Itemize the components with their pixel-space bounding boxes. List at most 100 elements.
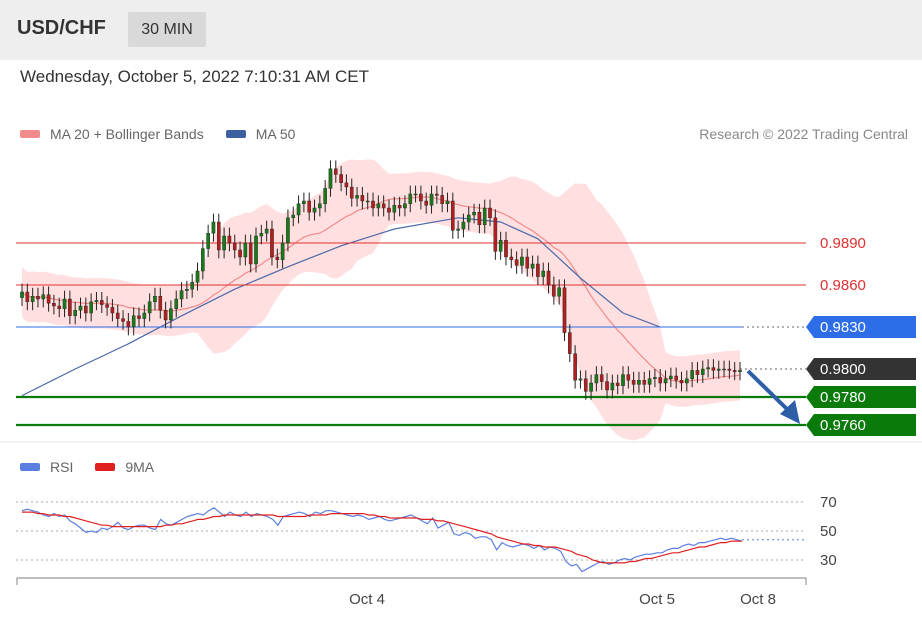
candle-body: [498, 239, 503, 252]
level-tag: [806, 316, 916, 338]
candle-body: [78, 305, 83, 311]
candle-body: [573, 353, 577, 381]
candle-body: [280, 242, 285, 260]
candle-body: [589, 382, 593, 392]
candle-body: [302, 200, 306, 204]
candle-body: [456, 228, 460, 231]
candle-body: [482, 207, 487, 225]
level-tag-label: 0.9800: [820, 361, 866, 378]
candle-body: [594, 374, 599, 384]
rsi-line: [21, 507, 743, 573]
candle-body: [727, 368, 732, 371]
candle-body: [179, 290, 184, 300]
timeframe-button[interactable]: 30 MIN: [128, 12, 206, 47]
bollinger-band: [22, 159, 740, 441]
candle-body: [89, 301, 93, 314]
candle-body: [110, 307, 115, 314]
candle-body: [658, 377, 663, 384]
chart-datetime: Wednesday, October 5, 2022 7:10:31 AM CE…: [20, 67, 370, 86]
candle-body: [20, 291, 24, 298]
candle-body: [286, 217, 290, 244]
candle-body: [376, 203, 381, 209]
candle-body: [599, 374, 604, 382]
candle-body: [169, 308, 173, 321]
candle-body: [222, 235, 226, 251]
ma9-line: [22, 511, 742, 564]
candle-body: [73, 310, 77, 317]
candle-body: [158, 296, 163, 311]
candle-body: [365, 200, 370, 203]
candle-body: [397, 204, 402, 209]
candle-body: [227, 235, 232, 244]
candle-body: [419, 193, 423, 202]
candle-body: [711, 367, 716, 371]
candle-body: [435, 193, 439, 196]
candle-body: [732, 370, 737, 372]
candle-body: [206, 232, 210, 249]
candle-body: [615, 382, 620, 386]
ma50-line: [21, 217, 661, 397]
candle-body: [211, 221, 216, 234]
header-bar: USD/CHF 30 MIN: [0, 0, 922, 61]
level-tag-label: 0.9760: [820, 417, 866, 434]
candle-body: [41, 294, 46, 300]
forecast-arrow-head: [780, 400, 800, 424]
ma50-swatch: [225, 130, 246, 138]
candle-body: [583, 378, 588, 392]
candle-body: [307, 200, 312, 213]
candle-body: [62, 298, 67, 310]
candle-body: [403, 203, 407, 209]
legend-item-rsi: RSI: [20, 459, 73, 475]
candle-body: [509, 256, 514, 260]
candle-body: [562, 287, 567, 333]
candle-body: [270, 228, 274, 258]
candle-body: [493, 217, 498, 252]
rsi-grid-label: 50: [820, 523, 837, 540]
candle-body: [700, 368, 705, 375]
candle-body: [381, 203, 386, 209]
candle-body: [722, 368, 726, 371]
x-tick-label: Oct 4: [349, 591, 385, 608]
candle-body: [296, 203, 301, 216]
candle-body: [626, 374, 631, 381]
level-tag: [806, 386, 916, 408]
candle-body: [115, 312, 120, 319]
candle-body: [536, 263, 540, 277]
legend-item-ma20: MA 20 + Bollinger Bands: [20, 126, 204, 142]
candle-body: [477, 211, 482, 225]
copyright-note: Research © 2022 Trading Central: [699, 126, 908, 142]
candle-body: [525, 256, 530, 269]
candle-body: [333, 168, 338, 175]
candle-body: [413, 193, 418, 196]
candle-body: [259, 232, 264, 237]
candle-body: [605, 381, 609, 391]
forecast-arrow-shaft: [746, 369, 792, 414]
candle-body: [126, 321, 131, 328]
currency-pair-title: USD/CHF: [17, 17, 106, 39]
candle-body: [541, 270, 546, 277]
candle-body: [232, 242, 237, 251]
candle-body: [387, 207, 391, 213]
candle-body: [610, 382, 615, 391]
candle-body: [318, 203, 322, 209]
candle-body: [440, 195, 444, 204]
candle-body: [488, 207, 492, 219]
candle-body: [679, 380, 684, 384]
legend-label-9ma: 9MA: [125, 459, 155, 475]
legend-label-rsi: RSI: [50, 459, 74, 475]
rsi-grid-label: 70: [820, 494, 837, 511]
candle-body: [57, 305, 62, 309]
candle-body: [94, 300, 99, 302]
candle-body: [349, 186, 354, 199]
candle-body: [647, 378, 652, 385]
candle-body: [264, 228, 269, 234]
rsi-grid-label: 30: [820, 552, 837, 569]
candle-body: [355, 195, 359, 199]
candle-body: [339, 174, 343, 183]
ma20-line: [21, 196, 741, 383]
candle-body: [690, 370, 694, 379]
candle-body: [642, 380, 647, 385]
candle-body: [201, 248, 205, 272]
rsi-legend: RSI 9MA: [20, 459, 176, 475]
x-tick-label: Oct 8: [740, 591, 776, 608]
